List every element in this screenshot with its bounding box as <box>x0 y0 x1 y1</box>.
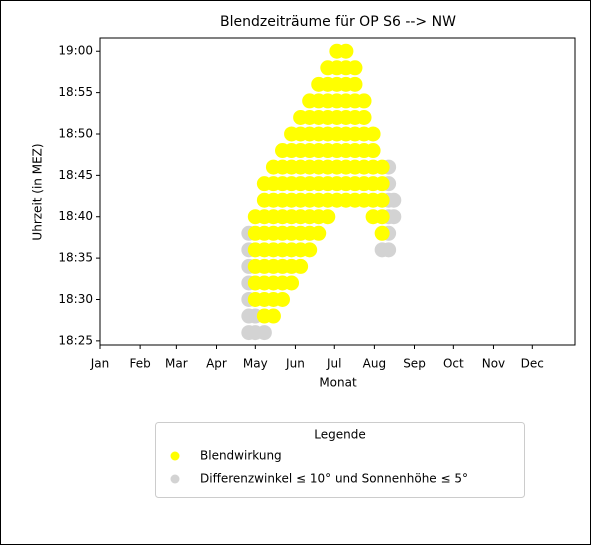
legend: Blendwirkung Differenzwinkel ≤ 10° und So… <box>170 449 468 486</box>
legend-marker <box>170 451 180 461</box>
legend-label: Blendwirkung <box>200 449 282 463</box>
x-tick-label: Sep <box>403 357 426 371</box>
point <box>386 192 402 208</box>
point <box>256 325 272 341</box>
x-tick-label: Nov <box>482 357 505 371</box>
point <box>356 109 372 125</box>
y-tick-label: 18:25 <box>58 333 93 347</box>
point <box>274 291 290 307</box>
point <box>265 308 281 324</box>
x-tick-label: Jan <box>90 357 110 371</box>
x-tick-label: Mar <box>165 357 188 371</box>
x-tick-label: Jul <box>326 357 341 371</box>
point <box>365 126 381 142</box>
x-tick-label: Dec <box>521 357 544 371</box>
y-tick-label: 18:55 <box>58 85 93 99</box>
y-tick-label: 18:30 <box>58 292 93 306</box>
y-tick-label: 18:40 <box>58 209 93 223</box>
point <box>374 159 390 175</box>
point <box>386 209 402 225</box>
point <box>284 275 300 291</box>
y-tick-label: 18:45 <box>58 168 93 182</box>
point <box>347 76 363 92</box>
x-axis-label: Monat <box>319 376 357 390</box>
point <box>320 209 336 225</box>
y-tick-label: 18:50 <box>58 126 93 140</box>
point <box>374 176 390 192</box>
x-tick-label: Feb <box>129 357 150 371</box>
point <box>311 225 327 241</box>
point <box>374 225 390 241</box>
point <box>381 242 397 258</box>
point <box>365 143 381 159</box>
point <box>293 258 309 274</box>
x-tick-label: May <box>243 357 268 371</box>
point <box>356 93 372 109</box>
x-tick-label: Oct <box>443 357 464 371</box>
chart-title: Blendzeiträume für OP S6 --> NW <box>220 14 456 30</box>
y-axis-label: Uhrzeit (in MEZ) <box>31 143 45 240</box>
x-tick-label: Aug <box>363 357 386 371</box>
plot-area <box>241 43 402 341</box>
legend-marker <box>170 474 180 484</box>
legend-title: Legende <box>314 428 365 442</box>
legend-label: Differenzwinkel ≤ 10° und Sonnenhöhe ≤ 5… <box>200 472 468 486</box>
x-tick-label: Jun <box>285 357 305 371</box>
axes-frame <box>99 37 576 346</box>
point <box>374 209 390 225</box>
point <box>347 60 363 76</box>
y-tick-label: 18:35 <box>58 251 93 265</box>
point <box>302 242 318 258</box>
y-tick-label: 19:00 <box>58 44 93 58</box>
legend-box <box>155 422 525 498</box>
point <box>338 43 354 59</box>
point <box>374 192 390 208</box>
x-tick-label: Apr <box>206 357 227 371</box>
